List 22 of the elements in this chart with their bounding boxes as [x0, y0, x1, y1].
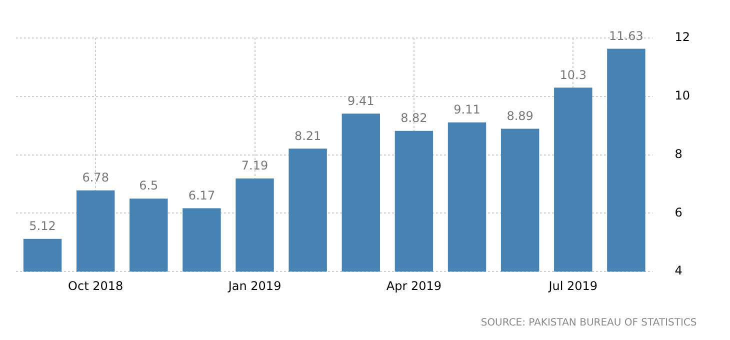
x-tick-label: Oct 2018 — [68, 278, 124, 293]
y-tick-label: 8 — [674, 146, 682, 161]
data-label: 8.21 — [294, 128, 322, 143]
y-tick-label: 10 — [674, 88, 690, 103]
y-tick-label: 12 — [674, 30, 690, 44]
data-label: 9.41 — [348, 94, 374, 108]
data-label: 9.11 — [454, 102, 480, 117]
y-tick-label: 4 — [674, 264, 682, 278]
data-label: 6.5 — [139, 178, 158, 193]
data-label: 6.17 — [188, 188, 216, 202]
x-tick-label: Jul 2019 — [548, 278, 598, 293]
source-note: SOURCE: PAKISTAN BUREAU OF STATISTICS — [480, 318, 697, 329]
data-label: 5.12 — [29, 219, 56, 234]
data-label: 8.89 — [506, 108, 534, 123]
x-tick-label: Apr 2019 — [386, 278, 442, 293]
x-tick-label: Jan 2019 — [227, 278, 282, 293]
data-label: 10.3 — [560, 68, 586, 82]
data-label: 8.82 — [400, 110, 428, 125]
y-tick-label: 6 — [674, 205, 682, 220]
data-label: 7.19 — [241, 158, 268, 173]
data-label: 11.63 — [609, 28, 644, 43]
data-label: 6.78 — [82, 170, 109, 185]
